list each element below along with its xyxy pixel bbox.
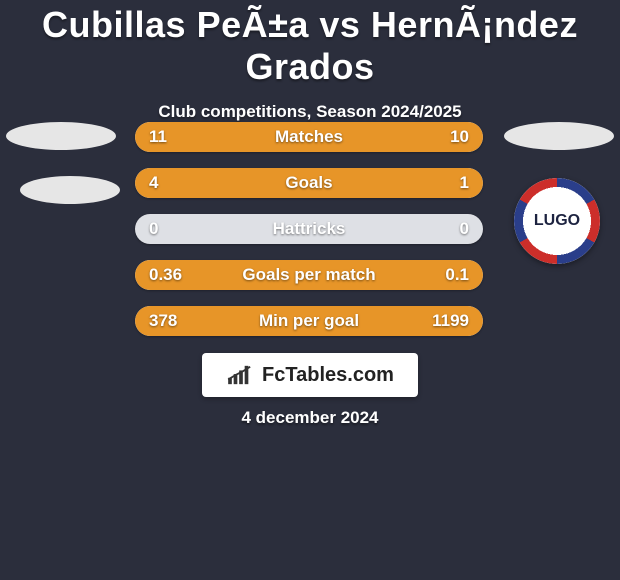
footer-date: 4 december 2024	[0, 408, 620, 428]
subtitle: Club competitions, Season 2024/2025	[0, 102, 620, 122]
stat-row: Min per goal378 1199	[135, 306, 483, 336]
stat-label: Goals per match	[135, 260, 483, 290]
club-badge-text: LUGO	[534, 212, 580, 230]
stat-label: Min per goal	[135, 306, 483, 336]
stat-value-right: 10	[450, 122, 469, 152]
stat-value-left: 378	[149, 306, 177, 336]
stat-row: Hattricks0 0	[135, 214, 483, 244]
stat-row: Matches11 10	[135, 122, 483, 152]
stat-value-right: 1	[460, 168, 469, 198]
player-left-oval-2	[20, 176, 120, 204]
stat-row: Goals4 1	[135, 168, 483, 198]
club-badge: LUGO	[514, 178, 600, 264]
bars-icon	[226, 364, 256, 386]
page-title: Cubillas PeÃ±a vs HernÃ¡ndez Grados	[0, 0, 620, 88]
stats-container: Matches11 10 Goals4 1 Hattricks0 0 Goals per m…	[135, 122, 483, 352]
stat-value-left: 0.36	[149, 260, 182, 290]
player-right-oval	[504, 122, 614, 150]
stat-label: Hattricks	[135, 214, 483, 244]
stat-label: Matches	[135, 122, 483, 152]
watermark: FcTables.com	[202, 353, 418, 397]
stat-value-left: 11	[149, 122, 167, 152]
stat-value-right: 0.1	[445, 260, 469, 290]
stat-value-left: 4	[149, 168, 158, 198]
stat-value-left: 0	[149, 214, 158, 244]
stat-row: Goals per match0.36 0.1	[135, 260, 483, 290]
stat-value-right: 1199	[432, 306, 469, 336]
stat-value-right: 0	[460, 214, 469, 244]
player-left-oval-1	[6, 122, 116, 150]
stat-label: Goals	[135, 168, 483, 198]
watermark-text: FcTables.com	[262, 364, 394, 387]
